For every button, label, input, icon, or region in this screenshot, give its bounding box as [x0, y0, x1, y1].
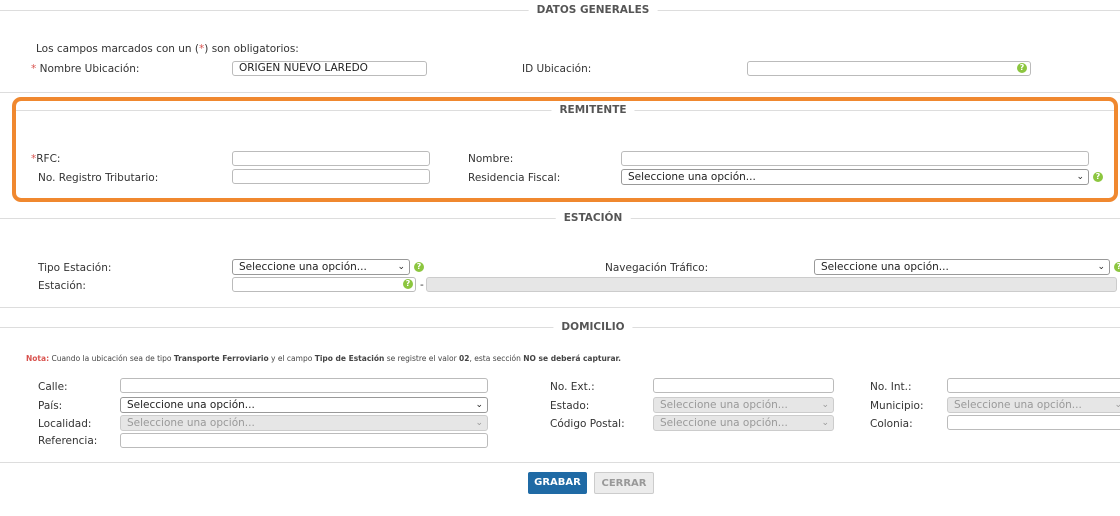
section-datos-generales: DATOS GENERALES — [528, 4, 658, 16]
calle-input[interactable] — [120, 378, 488, 393]
chevron-down-icon: ⌄ — [397, 262, 405, 272]
estado-label: Estado: — [550, 400, 590, 412]
navegacion-trafico-select[interactable]: Seleccione una opción... ⌄ — [814, 259, 1110, 275]
chevron-down-icon: ⌄ — [1076, 172, 1084, 182]
codigo-postal-label: Código Postal: — [550, 418, 625, 430]
select-value: Seleccione una opción... — [660, 399, 788, 411]
estacion-input[interactable] — [232, 277, 416, 292]
select-value: Seleccione una opción... — [628, 171, 756, 183]
note-text: se registre el valor — [384, 354, 460, 363]
chevron-down-icon: ⌄ — [821, 418, 829, 428]
divider — [0, 92, 1120, 93]
pais-select[interactable]: Seleccione una opción... ⌄ — [120, 397, 488, 413]
grabar-button[interactable]: GRABAR — [528, 472, 587, 494]
divider — [0, 307, 1120, 308]
id-ubicacion-input[interactable] — [747, 61, 1031, 76]
chevron-down-icon: ⌄ — [1097, 262, 1105, 272]
divider — [0, 462, 1120, 463]
registro-tributario-input[interactable] — [232, 169, 430, 184]
chevron-down-icon: ⌄ — [475, 418, 483, 428]
referencia-input[interactable] — [120, 433, 488, 448]
separator: - — [420, 279, 424, 291]
no-ext-label: No. Ext.: — [550, 381, 595, 393]
select-value: Seleccione una opción... — [660, 417, 788, 429]
residencia-fiscal-select[interactable]: Seleccione una opción... ⌄ — [621, 169, 1089, 185]
select-value: Seleccione una opción... — [821, 261, 949, 273]
nombre-ubicacion-input[interactable]: ORIGEN NUEVO LAREDO — [232, 61, 427, 76]
note-text: , esta sección — [469, 354, 524, 363]
note-label: Nota: — [26, 354, 50, 363]
cerrar-button[interactable]: CERRAR — [594, 472, 654, 494]
chevron-down-icon: ⌄ — [1114, 400, 1120, 410]
required-asterisk: * — [31, 63, 37, 75]
estacion-descripcion-input — [426, 277, 1117, 292]
note-bold: Tipo de Estación — [314, 354, 385, 363]
rfc-input[interactable] — [232, 151, 430, 166]
help-icon[interactable]: ? — [1114, 262, 1120, 272]
select-value: Seleccione una opción... — [239, 261, 367, 273]
note-text: Los campos marcados con un ( — [36, 43, 200, 55]
help-icon[interactable]: ? — [1093, 172, 1103, 182]
no-int-label: No. Int.: — [870, 381, 912, 393]
select-value: Seleccione una opción... — [127, 399, 255, 411]
tipo-estacion-label: Tipo Estación: — [38, 262, 112, 274]
note-bold: Transporte Ferroviario — [173, 354, 269, 363]
no-ext-input[interactable] — [653, 378, 834, 393]
localidad-select: Seleccione una opción... ⌄ — [120, 415, 488, 431]
required-asterisk: * — [31, 153, 37, 165]
calle-label: Calle: — [38, 381, 68, 393]
no-int-input[interactable] — [947, 378, 1120, 393]
chevron-down-icon: ⌄ — [821, 400, 829, 410]
help-icon[interactable]: ? — [1017, 63, 1027, 73]
referencia-label: Referencia: — [38, 435, 98, 447]
note-text: Cuando la ubicación sea de tipo — [49, 354, 174, 363]
note-bold: NO se deberá capturar. — [523, 354, 622, 363]
note-text: ) son obligatorios: — [204, 43, 299, 55]
estacion-label: Estación: — [38, 280, 86, 292]
nombre-label: Nombre: — [468, 153, 514, 165]
codigo-postal-select: Seleccione una opción... ⌄ — [653, 415, 834, 431]
section-estacion: ESTACIÓN — [555, 212, 631, 224]
select-value: Seleccione una opción... — [954, 399, 1082, 411]
chevron-down-icon: ⌄ — [475, 400, 483, 410]
municipio-label: Municipio: — [870, 400, 924, 412]
label-text: RFC: — [36, 153, 61, 165]
localidad-label: Localidad: — [38, 418, 92, 430]
nombre-ubicacion-label: * Nombre Ubicación: — [31, 63, 139, 75]
help-icon[interactable]: ? — [403, 279, 413, 289]
required-asterisk: * — [199, 43, 205, 55]
note-text: y el campo — [268, 354, 315, 363]
remitente-highlight-box — [12, 97, 1118, 202]
help-icon[interactable]: ? — [414, 262, 424, 272]
section-domicilio: DOMICILIO — [553, 321, 633, 333]
municipio-select: Seleccione una opción... ⌄ — [947, 397, 1120, 413]
pais-label: País: — [38, 400, 63, 412]
tipo-estacion-select[interactable]: Seleccione una opción... ⌄ — [232, 259, 410, 275]
id-ubicacion-label: ID Ubicación: — [522, 63, 592, 75]
select-value: Seleccione una opción... — [127, 417, 255, 429]
nombre-input[interactable] — [621, 151, 1089, 166]
navegacion-trafico-label: Navegación Tráfico: — [605, 262, 709, 274]
colonia-input[interactable] — [947, 415, 1120, 430]
registro-tributario-label: No. Registro Tributario: — [38, 172, 159, 184]
required-note: Los campos marcados con un (*) son oblig… — [36, 43, 299, 55]
colonia-label: Colonia: — [870, 418, 913, 430]
estado-select: Seleccione una opción... ⌄ — [653, 397, 834, 413]
label-text: Nombre Ubicación: — [39, 63, 140, 75]
section-remitente: REMITENTE — [551, 104, 635, 116]
domicilio-note: Nota: Cuando la ubicación sea de tipo Tr… — [26, 354, 621, 363]
note-bold: 02 — [459, 354, 470, 363]
rfc-label: *RFC: — [31, 153, 60, 165]
residencia-fiscal-label: Residencia Fiscal: — [468, 172, 561, 184]
